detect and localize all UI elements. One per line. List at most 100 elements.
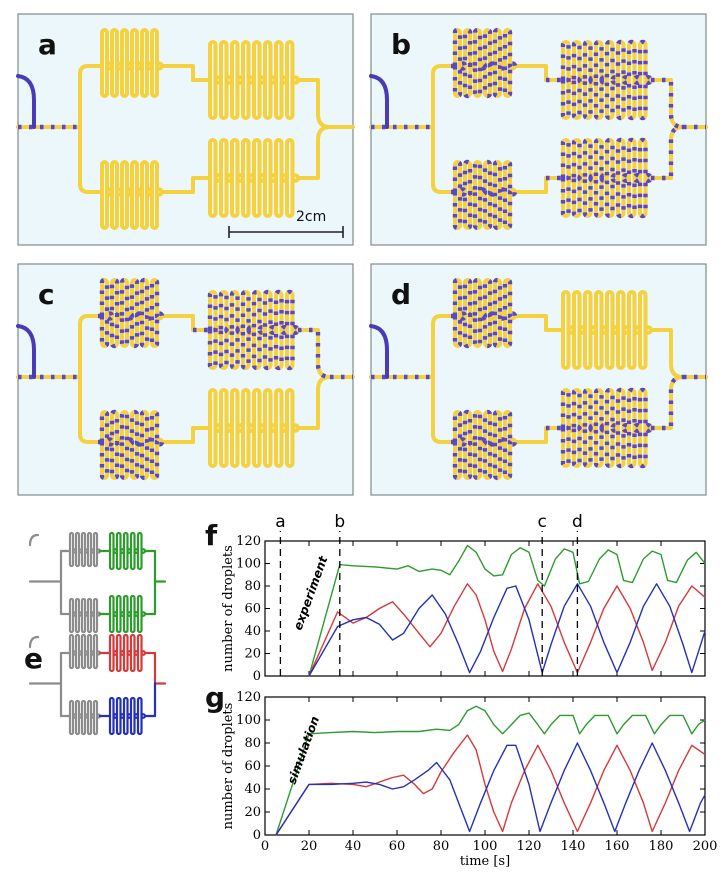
panel-a: a <box>16 13 355 246</box>
schematic-right-upper <box>98 633 167 685</box>
y-tick-label: 100 <box>236 713 261 728</box>
channel <box>544 375 685 468</box>
channel <box>96 160 164 230</box>
y-tick-label: 120 <box>236 690 261 705</box>
droplet-inlet <box>369 74 389 129</box>
series-red <box>308 583 706 677</box>
series-green <box>275 705 706 836</box>
series-blue <box>275 742 706 836</box>
x-tick-label: 60 <box>389 839 406 854</box>
droplet-train <box>451 159 518 231</box>
scale-bar-label: 2cm <box>296 209 326 225</box>
schematic-inlet <box>28 533 72 616</box>
y-tick-label: 40 <box>244 782 261 797</box>
y-tick-label: 120 <box>236 534 261 549</box>
y-tick-label: 20 <box>244 805 261 820</box>
y-tick-label: 20 <box>244 647 261 662</box>
y-tick-label: 60 <box>244 602 261 617</box>
channel <box>544 40 685 129</box>
panel-label: d <box>391 278 411 311</box>
panel-label-e: e <box>24 642 43 675</box>
channel <box>431 64 453 194</box>
droplet-train <box>451 277 518 349</box>
photo-panels: a b c d 2cm <box>16 13 708 496</box>
channel <box>191 125 332 218</box>
y-axis-label: number of droplets <box>221 545 236 672</box>
channel <box>78 64 100 194</box>
channel <box>191 290 332 379</box>
panel-background <box>17 263 354 496</box>
schematic-inlet <box>28 635 72 718</box>
panel-label-f: f <box>205 519 218 552</box>
schematic-e: e <box>24 531 167 736</box>
time-marker-label: c <box>538 512 547 532</box>
channel <box>513 314 548 444</box>
schematic-right-lower <box>98 682 157 736</box>
droplet-train <box>451 409 518 481</box>
y-tick-label: 80 <box>244 736 261 751</box>
panel-background <box>17 13 354 246</box>
droplet-train <box>98 277 165 349</box>
channel <box>191 40 332 129</box>
x-tick-label: 120 <box>517 839 542 854</box>
droplet-inlet <box>16 74 36 129</box>
plot-frame <box>264 696 706 836</box>
panel-label: c <box>38 278 55 311</box>
y-tick-label: 80 <box>244 579 261 594</box>
x-tick-label: 20 <box>301 839 318 854</box>
series-blue <box>308 583 706 677</box>
plot-frame <box>264 540 706 677</box>
x-tick-label: 160 <box>605 839 630 854</box>
chart-annotation: simulation <box>285 714 322 786</box>
scale-bar: 2cm <box>228 209 344 238</box>
schematic-right-upper <box>98 531 167 583</box>
x-axis-label: time [s] <box>460 854 510 869</box>
panel-background <box>370 263 707 496</box>
time-marker-label: b <box>334 512 345 532</box>
time-marker-label: d <box>572 512 583 532</box>
schematic-left-serpentines <box>68 633 102 736</box>
x-tick-label: 40 <box>345 839 362 854</box>
channel <box>96 28 164 98</box>
channel <box>544 125 685 218</box>
y-axis-label: number of droplets <box>221 703 236 830</box>
y-tick-label: 0 <box>253 828 261 843</box>
channel <box>544 290 685 379</box>
y-tick-label: 40 <box>244 624 261 639</box>
schematic-device <box>28 531 167 634</box>
panel-c: c <box>16 263 355 496</box>
x-tick-label: 100 <box>473 839 498 854</box>
channel <box>431 314 453 444</box>
panel-label-g: g <box>205 681 225 714</box>
panel-d: d <box>369 263 708 496</box>
droplet-inlet <box>16 324 36 379</box>
x-tick-label: 80 <box>433 839 450 854</box>
channel <box>191 375 332 468</box>
y-tick-label: 0 <box>253 669 261 684</box>
series-green <box>308 544 706 677</box>
x-tick-label: 0 <box>261 839 269 854</box>
channel <box>78 314 100 444</box>
channel <box>513 64 548 194</box>
time-marker-label: a <box>275 512 285 532</box>
series-red <box>275 734 706 836</box>
x-tick-label: 180 <box>649 839 674 854</box>
y-tick-label: 60 <box>244 759 261 774</box>
panel-b: b <box>369 13 708 246</box>
droplet-train <box>451 27 518 99</box>
panel-background <box>370 13 707 246</box>
schematic-device <box>28 633 167 736</box>
channel <box>160 64 195 194</box>
panel-label: a <box>38 28 57 61</box>
schematic-left-serpentines <box>68 531 102 634</box>
x-tick-label: 140 <box>561 839 586 854</box>
panel-label: b <box>391 28 411 61</box>
droplet-inlet <box>369 324 389 379</box>
chart-g: 0 20 40 60 80 100 120 0 20 40 60 80 100 120 140 160 180 2… <box>205 681 717 869</box>
y-tick-label: 100 <box>236 557 261 572</box>
droplet-train <box>98 409 165 481</box>
schematic-right-lower <box>98 580 157 634</box>
